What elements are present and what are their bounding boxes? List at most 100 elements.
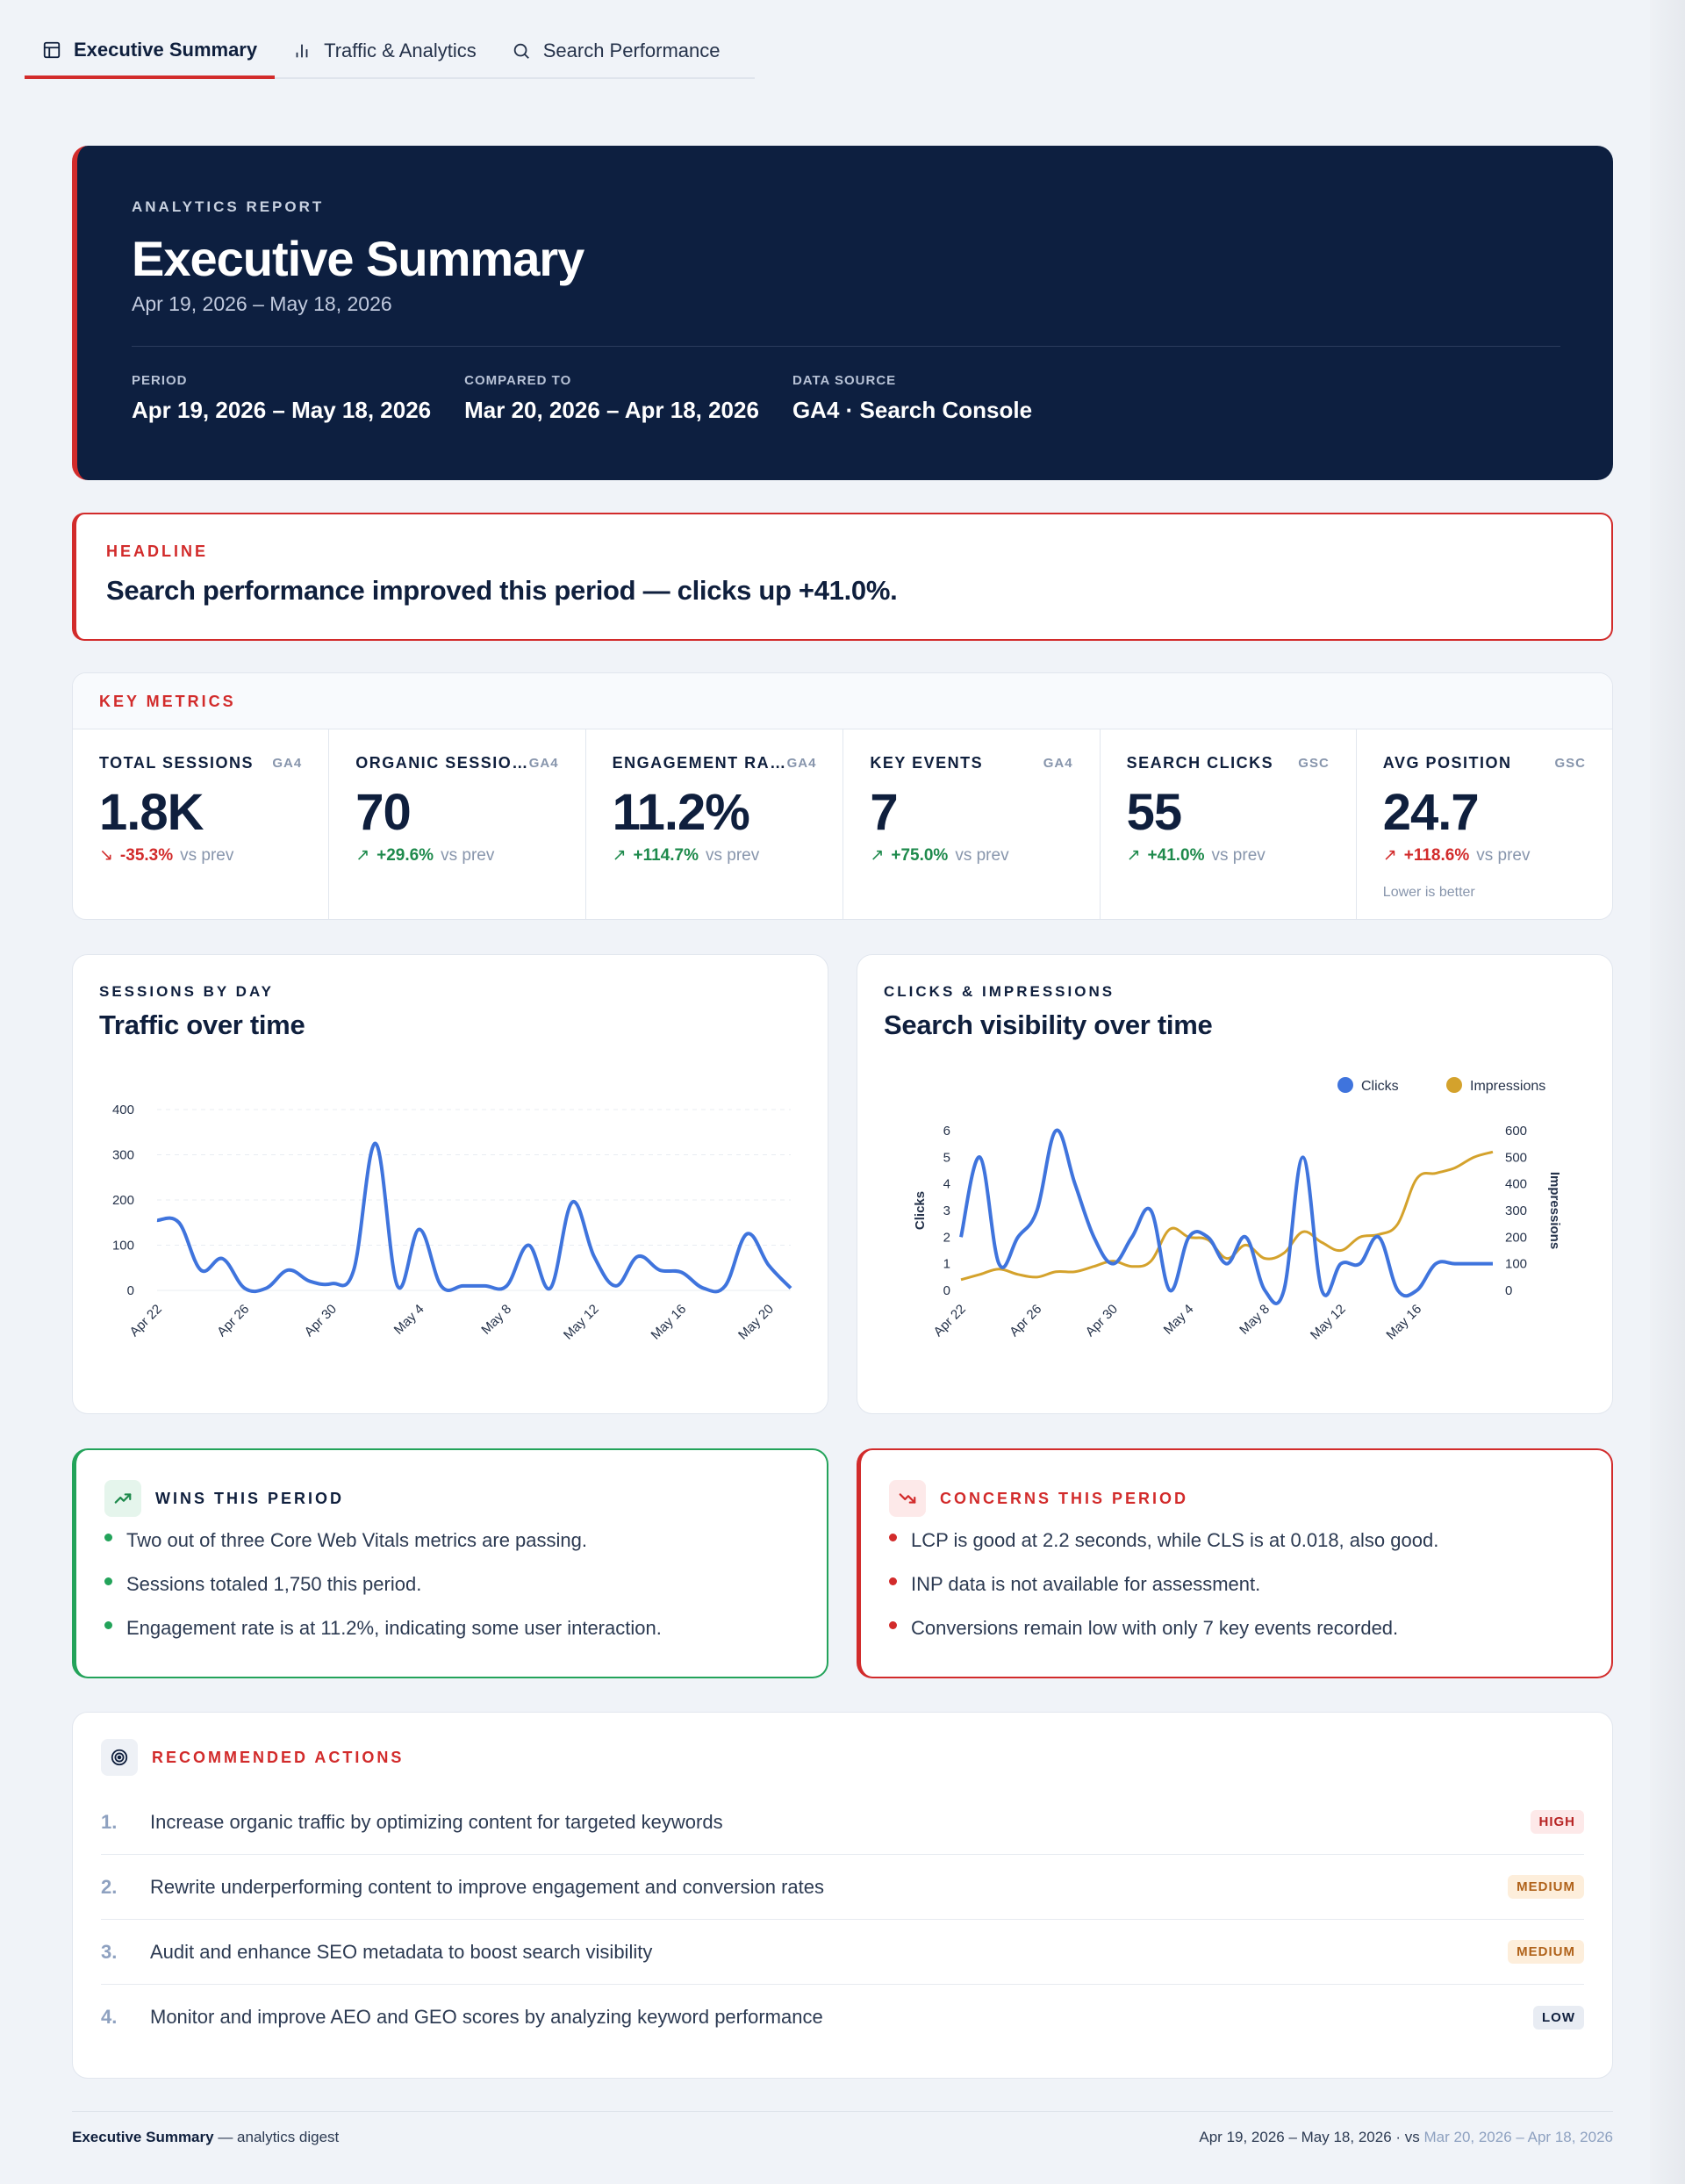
- delta-value: +41.0%: [1147, 845, 1205, 865]
- meta-key: PERIOD: [132, 373, 188, 388]
- tab-search-performance[interactable]: Search Performance: [494, 25, 738, 77]
- footer-compare: Mar 20, 2026 – Apr 18, 2026: [1423, 2129, 1614, 2145]
- footer-title: Executive Summary: [72, 2129, 214, 2145]
- metric-value: 11.2%: [612, 784, 750, 841]
- metric-source: GSC: [1554, 756, 1586, 771]
- legend-label: Clicks: [1361, 1079, 1399, 1094]
- x-tick-label: May 16: [649, 1302, 690, 1343]
- metrics-row: TOTAL SESSIONS GA4 1.8K ↘ -35.3% vs prev OR…: [73, 729, 1612, 919]
- x-tick-label: Apr 22: [127, 1302, 165, 1340]
- delta-comparison: vs prev: [705, 845, 760, 865]
- x-tick-label: May 4: [1161, 1302, 1197, 1338]
- metric-label: ORGANIC SESSIO…: [355, 754, 529, 772]
- tab-label: Traffic & Analytics: [324, 40, 477, 61]
- concern-text: INP data is not available for assessment…: [911, 1573, 1261, 1595]
- list-item: LCP is good at 2.2 seconds, while CLS is…: [889, 1529, 1583, 1552]
- trending-up-icon: [104, 1480, 141, 1517]
- y-tick-label: 400: [112, 1103, 134, 1117]
- action-item[interactable]: 3. Audit and enhance SEO metadata to boo…: [101, 1920, 1584, 1985]
- metric-label: KEY EVENTS: [870, 754, 984, 772]
- y-right-tick-label: 300: [1505, 1203, 1527, 1218]
- tab-label: Executive Summary: [74, 39, 258, 61]
- y-right-tick-label: 500: [1505, 1150, 1527, 1165]
- metric-label: TOTAL SESSIONS: [99, 754, 255, 772]
- metric-source: GSC: [1298, 756, 1330, 771]
- trend-arrow-icon: ↘: [99, 846, 113, 865]
- footer-subtitle: — analytics digest: [218, 2129, 340, 2145]
- headline-eyebrow: HEADLINE: [106, 542, 209, 560]
- x-tick-label: Apr 30: [1083, 1302, 1121, 1340]
- search-dual-axis-chart[interactable]: Clicks Impressions 0 1 2 3 4 5 6 0 100 200 300 400 500…: [857, 955, 1614, 1415]
- clicks-line: [959, 1128, 1493, 1305]
- y-right-tick-label: 100: [1505, 1257, 1527, 1272]
- x-tick-label: Apr 30: [302, 1302, 340, 1340]
- list-item: Sessions totaled 1,750 this period.: [104, 1573, 799, 1596]
- legend-label: Impressions: [1470, 1079, 1545, 1094]
- metric-source: GA4: [1043, 756, 1073, 771]
- delta-comparison: vs prev: [180, 845, 234, 865]
- metric-value: 7: [870, 784, 898, 841]
- x-tick-label: May 16: [1383, 1302, 1424, 1343]
- metric-source: GA4: [272, 756, 303, 771]
- headline-text: Search performance improved this period …: [106, 575, 898, 606]
- tab-executive-summary[interactable]: Executive Summary: [25, 25, 276, 79]
- page-title: Executive Summary: [132, 231, 584, 286]
- bullet: [104, 1621, 112, 1629]
- tab-traffic-analytics[interactable]: Traffic & Analytics: [275, 25, 494, 77]
- x-tick-label: May 8: [478, 1302, 514, 1338]
- y-tick-label: 300: [112, 1148, 134, 1163]
- metric-label: ENGAGEMENT RA…: [612, 754, 787, 772]
- metric-key-events: KEY EVENTS GA4 7 ↗ +75.0% vs prev: [843, 729, 1101, 919]
- sessions-line: [156, 1141, 792, 1294]
- metric-value: 1.8K: [99, 784, 204, 841]
- concern-text: Conversions remain low with only 7 key e…: [911, 1617, 1399, 1639]
- wins-eyebrow: WINS THIS PERIOD: [155, 1489, 345, 1507]
- action-item[interactable]: 1. Increase organic traffic by optimizin…: [101, 1790, 1584, 1855]
- footer-left: Executive Summary — analytics digest: [72, 2129, 339, 2146]
- meta-key: DATA SOURCE: [792, 373, 897, 388]
- traffic-line-chart[interactable]: 0 100 200 300 400 Apr 22 Apr 26 Apr 30 May 4 May …: [73, 955, 829, 1415]
- search-icon: [513, 43, 529, 59]
- y-left-tick-label: 0: [943, 1283, 950, 1298]
- trend-arrow-icon: ↗: [1126, 846, 1141, 865]
- meta-key: COMPARED TO: [464, 373, 572, 388]
- list-item: Two out of three Core Web Vitals metrics…: [104, 1529, 799, 1552]
- metric-delta: ↗ +41.0% vs prev: [1127, 845, 1330, 866]
- hero-divider: [132, 346, 1560, 347]
- layout-icon: [43, 41, 61, 59]
- tab-label: Search Performance: [542, 40, 721, 61]
- metric-label: AVG POSITION: [1382, 754, 1512, 772]
- trend-arrow-icon: ↗: [1382, 846, 1397, 865]
- key-metrics-eyebrow: KEY METRICS: [99, 693, 236, 710]
- action-item[interactable]: 2. Rewrite underperforming content to im…: [101, 1855, 1584, 1920]
- bullet: [889, 1621, 897, 1629]
- hero-meta: PERIOD Apr 19, 2026 – May 18, 2026 COMPA…: [132, 373, 1560, 424]
- meta-value: Apr 19, 2026 – May 18, 2026: [132, 397, 432, 423]
- x-tick-label: May 12: [561, 1302, 602, 1343]
- win-text: Sessions totaled 1,750 this period.: [126, 1573, 422, 1595]
- metric-delta: ↗ +118.6% vs prev: [1383, 845, 1586, 866]
- x-tick-label: Apr 22: [931, 1302, 969, 1340]
- list-item: INP data is not available for assessment…: [889, 1573, 1583, 1596]
- y-left-axis-label: Clicks: [913, 1191, 928, 1230]
- hero-eyebrow: ANALYTICS REPORT: [132, 198, 325, 215]
- scrollbar-track[interactable]: [1650, 0, 1685, 2184]
- win-text: Engagement rate is at 11.2%, indicating …: [126, 1617, 662, 1639]
- actions-list: 1. Increase organic traffic by optimizin…: [101, 1790, 1584, 2050]
- delta-comparison: vs prev: [955, 845, 1009, 865]
- page-footer: Executive Summary — analytics digest Apr…: [72, 2129, 1613, 2146]
- action-item[interactable]: 4. Monitor and improve AEO and GEO score…: [101, 1985, 1584, 2050]
- metric-value: 70: [355, 784, 412, 841]
- chart-eyebrow: CLICKS & IMPRESSIONS: [884, 983, 1115, 1000]
- y-right-axis-label: Impressions: [1547, 1172, 1562, 1249]
- x-tick-label: Apr 26: [1007, 1302, 1044, 1340]
- wins-card: WINS THIS PERIOD Two out of three Core W…: [72, 1448, 828, 1678]
- priority-badge: MEDIUM: [1508, 1940, 1584, 1964]
- y-left-tick-label: 4: [943, 1177, 950, 1192]
- trend-arrow-icon: ↗: [870, 846, 885, 865]
- priority-badge: HIGH: [1530, 1810, 1584, 1834]
- meta-value: Mar 20, 2026 – Apr 18, 2026: [464, 397, 759, 423]
- y-right-tick-label: 400: [1505, 1177, 1527, 1192]
- list-item: Conversions remain low with only 7 key e…: [889, 1617, 1583, 1640]
- metric-value: 55: [1126, 784, 1183, 841]
